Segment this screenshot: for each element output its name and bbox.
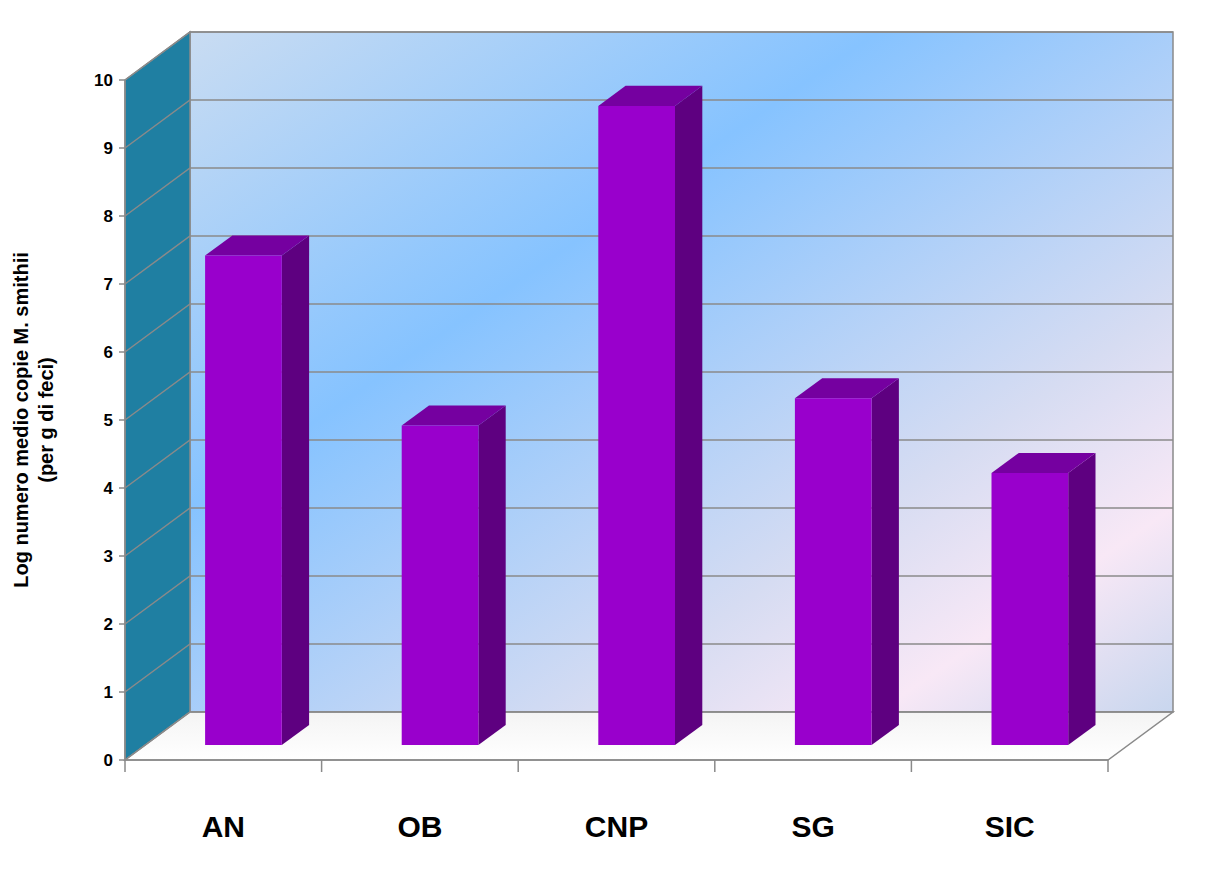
category-label: SG [791,810,834,843]
bar-side [1068,453,1095,745]
tick-label: 5 [104,411,113,430]
tick-label: 6 [104,343,113,362]
x-tick [714,760,716,772]
tick-mark [119,419,125,421]
tick-mark [119,691,125,693]
tick-label: 0 [104,751,113,770]
bar-group [598,86,702,745]
bar [205,256,282,746]
x-tick [321,760,323,772]
bar-side [282,235,309,745]
tick-label: 3 [104,547,113,566]
bar-group [205,235,309,745]
tick-mark [119,623,125,625]
tick-label: 2 [104,615,113,634]
category-label: SIC [985,810,1035,843]
y-axis-title-line: (per g di feci) [35,357,57,483]
bar-group [402,405,506,745]
y-axis [124,80,126,760]
bars [205,86,1095,745]
x-tick [124,760,126,772]
tick-label: 10 [94,71,113,90]
bar [598,106,675,745]
tick-mark [119,283,125,285]
grid-line [125,32,1173,80]
bar-top [598,86,702,106]
tick-label: 9 [104,139,113,158]
bar-top [795,378,899,398]
x-tick [517,760,519,772]
tick-label: 4 [104,479,114,498]
bar [795,398,872,745]
tick-mark [119,147,125,149]
x-tick [911,760,913,772]
y-axis-title-line: Log numero medio copie M. smithii [10,252,32,588]
bar-side [872,378,899,745]
bar-side [675,86,702,745]
chart: 0 1 2 3 4 5 6 7 8 9 10 AN OB CNP SG SIC Log numero medio… [0,0,1210,869]
tick-label: 1 [104,683,113,702]
tick-mark [119,351,125,353]
bar [992,473,1069,745]
category-label: AN [202,810,245,843]
category-label: OB [397,810,442,843]
bar [402,426,479,746]
tick-mark [119,79,125,81]
tick-mark [119,487,125,489]
x-tick [1107,760,1109,772]
tick-label: 7 [104,275,113,294]
tick-mark [119,759,125,761]
tick-label: 8 [104,207,113,226]
bar-top [205,235,309,255]
bar-side [478,405,505,745]
bar-group [795,378,899,745]
x-axis [125,759,1108,761]
category-label: CNP [585,810,648,843]
y-axis-title: Log numero medio copie M. smithii(per g … [10,252,57,588]
tick-mark [119,555,125,557]
tick-mark [119,215,125,217]
bar-group [992,453,1096,745]
bar-top [402,405,506,425]
bar-top [992,453,1096,473]
